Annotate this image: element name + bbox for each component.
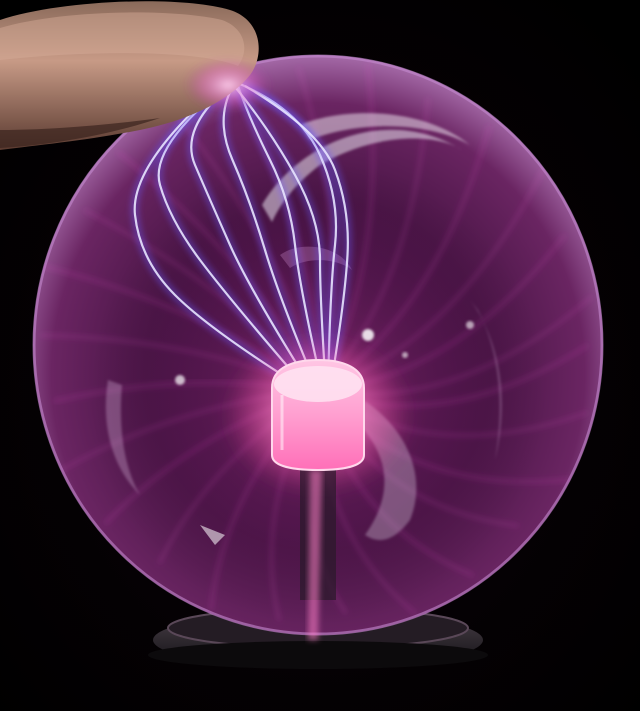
filament-core-0: [157, 94, 309, 391]
filament-core-2: [222, 87, 320, 391]
central-electrode: [223, 335, 413, 640]
filament-core-6: [133, 99, 307, 391]
filament-core-5: [244, 85, 349, 391]
filament-core-1: [190, 89, 314, 391]
filament-core-3: [236, 85, 325, 391]
finger: [0, 1, 273, 150]
blue-plasma-filaments: [130, 79, 353, 394]
filament-core-7: [235, 87, 328, 391]
